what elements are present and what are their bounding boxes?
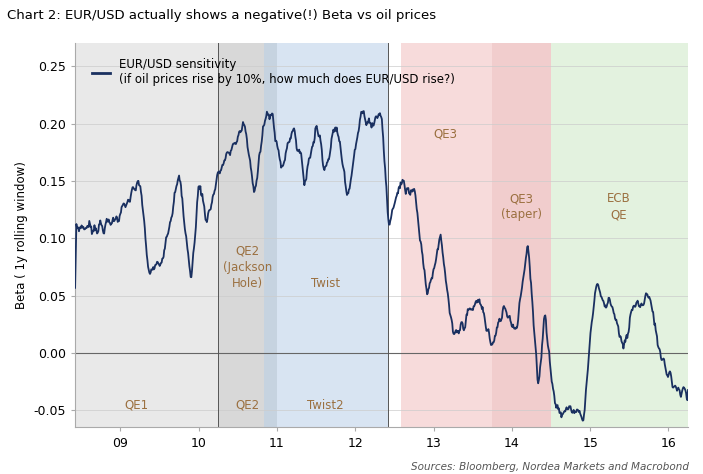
- Text: QE2: QE2: [236, 399, 259, 412]
- Bar: [75, 44, 219, 428]
- Bar: [492, 44, 551, 428]
- Text: QE1: QE1: [124, 399, 148, 412]
- Text: Twist: Twist: [311, 277, 340, 290]
- Y-axis label: Beta ( 1y rolling window): Beta ( 1y rolling window): [15, 162, 28, 310]
- Text: QE2
(Jackson
Hole): QE2 (Jackson Hole): [223, 245, 272, 290]
- Legend: EUR/USD sensitivity
(if oil prices rise by 10%, how much does EUR/USD rise?): EUR/USD sensitivity (if oil prices rise …: [87, 53, 460, 91]
- Text: QE3: QE3: [433, 128, 458, 141]
- Bar: [219, 44, 277, 428]
- Bar: [551, 44, 688, 428]
- Bar: [264, 44, 388, 428]
- Text: QE3
(taper): QE3 (taper): [501, 192, 542, 221]
- Bar: [401, 44, 492, 428]
- Text: Sources: Bloomberg, Nordea Markets and Macrobond: Sources: Bloomberg, Nordea Markets and M…: [411, 462, 689, 472]
- Text: Twist2: Twist2: [307, 399, 344, 412]
- Text: ECB
QE: ECB QE: [607, 192, 631, 221]
- Text: Chart 2: EUR/USD actually shows a negative(!) Beta vs oil prices: Chart 2: EUR/USD actually shows a negati…: [7, 9, 436, 22]
